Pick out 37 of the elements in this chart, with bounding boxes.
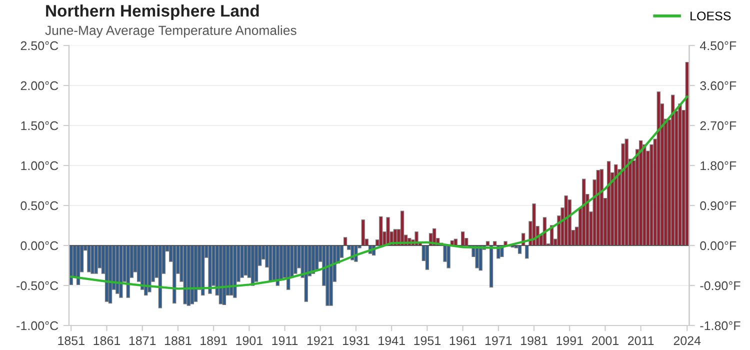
y2-tick-label: 0.00°F — [700, 241, 736, 250]
x-tick-label: 1951 — [414, 336, 440, 346]
x-tick-label: 1891 — [200, 336, 227, 346]
y-tick-label: 0.00°C — [20, 241, 58, 250]
x-tick-label: 1921 — [307, 336, 334, 346]
y-tick-label: 1.00°C — [21, 161, 58, 170]
x-tick-label: 2001 — [592, 336, 619, 346]
x-tick-label: 1861 — [94, 336, 120, 346]
chart-subtitle: June-May Average Temperature Anomalies — [45, 25, 296, 38]
x-tick-label: 1911 — [272, 336, 298, 346]
x-tick-label: 1901 — [236, 336, 262, 346]
y-tick-label: 2.00°C — [20, 81, 58, 90]
y2-tick-label: 4.50°F — [700, 41, 736, 50]
y2-tick-label: -0.90°F — [700, 281, 740, 290]
y-tick-label: 2.50°C — [20, 41, 58, 50]
x-tick-label: 1871 — [129, 336, 156, 346]
y2-tick-label: 0.90°F — [700, 201, 736, 210]
y-tick-label: -0.50°C — [16, 281, 58, 290]
y2-tick-label: 1.80°F — [700, 161, 736, 170]
y-tick-label: -1.00°C — [16, 321, 58, 330]
y-tick-label: 0.50°C — [20, 201, 58, 210]
x-tick-label: 1961 — [450, 336, 476, 346]
y-tick-label: 1.50°C — [21, 121, 58, 130]
x-tick-label: 1851 — [58, 336, 84, 346]
x-tick-label: 1971 — [485, 336, 512, 346]
x-tick-label: 1981 — [521, 336, 548, 346]
x-tick-label: 2024 — [674, 336, 701, 346]
x-tick-label: 1941 — [378, 336, 405, 346]
legend-label: LOESS — [690, 12, 731, 20]
x-tick-label: 1881 — [165, 336, 192, 346]
x-tick-label: 1931 — [343, 336, 370, 346]
x-tick-label: 2011 — [628, 336, 654, 346]
x-tick-label: 1991 — [556, 336, 583, 346]
y2-tick-label: -1.80°F — [700, 321, 740, 330]
y2-tick-label: 3.60°F — [700, 81, 736, 90]
y2-tick-label: 2.70°F — [700, 121, 736, 130]
chart-title: Northern Hemisphere Land — [46, 4, 259, 20]
